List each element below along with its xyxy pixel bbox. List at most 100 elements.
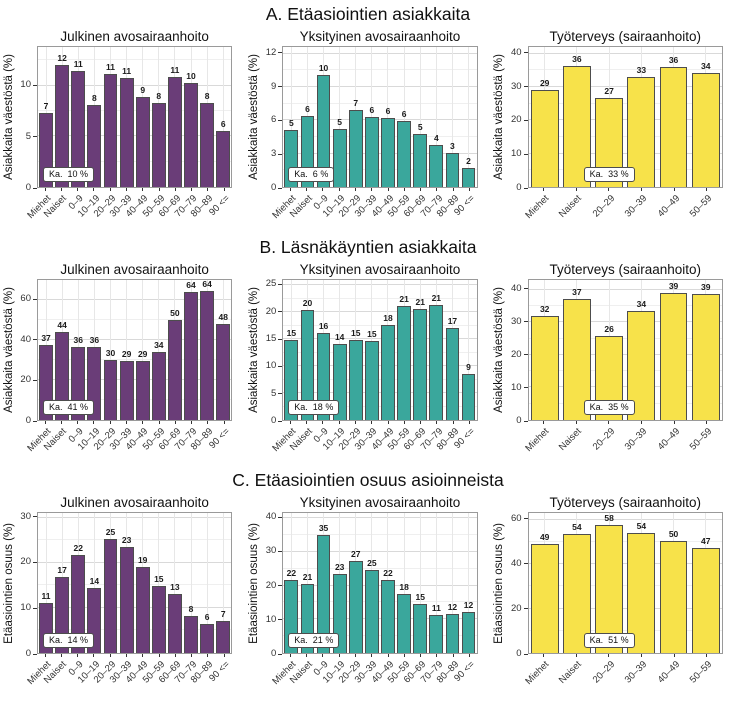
bar-value-label: 14: [89, 576, 100, 587]
bar-value-label: 22: [286, 568, 297, 579]
x-tick-mark: [77, 188, 79, 191]
x-tick-mark: [77, 421, 79, 424]
y-tick-label: 15: [265, 333, 277, 345]
y-tick-label: 6: [271, 114, 277, 126]
x-tick-mark: [109, 188, 111, 191]
gridline-minor: [528, 370, 722, 372]
y-axis-ticks: 0 10 20 30 40: [506, 279, 528, 426]
x-tick-mark: [223, 421, 225, 424]
gridline-major: [283, 584, 477, 586]
bar-value-label: 26: [604, 323, 614, 334]
plot-panel: 11 17 22 14 25 23 19 15 13 8 6 7 Ka. 14 %: [37, 512, 233, 654]
gridline-minor: [528, 102, 722, 104]
panel-title: Julkinen avosairaanhoito: [60, 495, 209, 510]
x-tick-mark: [403, 188, 405, 191]
bar-value-label: 15: [286, 327, 297, 338]
x-tick-mark: [289, 421, 291, 424]
bar-value-label: 17: [447, 316, 458, 327]
chart-a-julkinen: Julkinen avosairaanhoito Asiakkaita väest…: [0, 28, 245, 234]
plot-panel: 32 37 26 34 39 39 Ka. 35 %: [527, 279, 723, 421]
x-tick-mark: [174, 421, 176, 424]
y-tick-label: 10: [511, 381, 522, 393]
x-tick-mark: [109, 421, 111, 424]
bar: [627, 310, 656, 420]
x-tick-mark: [673, 421, 675, 424]
x-tick-mark: [109, 654, 111, 657]
section-a: A. Etäasiointien asiakkaita Julkinen avo…: [0, 3, 736, 234]
x-axis-labels: Miehet Naiset 20–29 30–39 40–49 50–59: [524, 654, 723, 700]
bar: [348, 339, 363, 420]
y-tick-label: 30: [511, 80, 522, 92]
bar-value-label: 11: [170, 65, 180, 76]
mean-annotation: Ka. 33 %: [583, 167, 635, 182]
x-tick-mark: [355, 188, 357, 191]
gridline-minor: [283, 136, 477, 137]
gridline-major: [38, 379, 232, 380]
bar: [364, 570, 379, 653]
plot-body: Asiakkaita väestöstä (%) 0 3 6 9 12 5 6 10 5 7 6 6 6 5…: [247, 46, 478, 193]
x-axis-labels: Miehet Naiset 0–9 10–19 20–29 30–39 40–49 50–59…: [270, 421, 477, 467]
bar-value-label: 54: [572, 521, 582, 532]
gridline-major: [528, 119, 722, 121]
y-tick-mark: [33, 561, 37, 563]
y-axis-title: Asiakkaita väestöstä (%): [493, 279, 506, 421]
x-tick-mark: [468, 654, 470, 657]
bar-value-label: 25: [105, 527, 116, 538]
bar: [200, 291, 215, 420]
y-tick-mark: [33, 379, 37, 381]
y-axis-title: Etäasiointien osuus (%): [247, 512, 260, 654]
y-tick-label: 40: [511, 282, 522, 294]
gridline-major: [38, 339, 232, 340]
gridline-vertical: [222, 47, 224, 187]
y-tick-mark: [278, 365, 283, 367]
y-tick-label: 0: [516, 648, 522, 659]
gridline-vertical: [142, 280, 144, 420]
x-tick-mark: [387, 421, 389, 424]
x-axis-labels: Miehet Naiset 20–29 30–39 40–49 50–59: [524, 188, 723, 234]
x-tick-mark: [355, 421, 357, 424]
y-tick-label: 60: [20, 293, 31, 305]
bar-value-label: 36: [572, 54, 582, 64]
bar: [413, 604, 428, 653]
bar-value-label: 21: [431, 293, 442, 304]
y-tick-label: 0: [271, 415, 277, 426]
chart-b-yksityinen: Yksityinen avosairaanhoito Asiakkaita väe…: [245, 261, 490, 467]
gridline-vertical: [206, 513, 208, 653]
y-tick-mark: [33, 607, 37, 609]
x-axis-labels: Miehet Naiset 0–9 10–19 20–29 30–39 40–49 50–59…: [270, 654, 477, 700]
gridline-major: [283, 365, 477, 367]
mean-annotation: Ka. 35 %: [583, 400, 635, 415]
bar: [300, 310, 315, 420]
mean-annotation: Ka. 14 %: [43, 633, 95, 648]
bar-value-label: 14: [334, 331, 345, 342]
x-tick-mark: [468, 188, 470, 191]
bar: [151, 585, 166, 653]
gridline-vertical: [419, 513, 421, 653]
x-tick-mark: [387, 188, 389, 191]
gridline-vertical: [222, 513, 224, 653]
gridline-major: [283, 517, 477, 519]
chart-c-tyoterveys: Työterveys (sairaanhoito) Etäasiointien o…: [491, 494, 736, 700]
bar: [184, 291, 198, 420]
bar-value-label: 4: [433, 132, 439, 143]
bar: [563, 298, 591, 420]
chart-b-tyoterveys: Työterveys (sairaanhoito) Asiakkaita väes…: [491, 261, 736, 467]
x-tick-mark: [322, 421, 324, 424]
bar-value-label: 21: [302, 571, 313, 582]
bar: [348, 110, 363, 187]
bar-value-label: 22: [73, 543, 83, 553]
y-tick-mark: [33, 187, 37, 189]
x-tick-mark: [371, 654, 373, 657]
y-tick-label: 0: [271, 182, 277, 193]
bar: [348, 560, 363, 653]
x-tick-label: 50–59: [687, 426, 715, 453]
x-tick-mark: [641, 654, 643, 657]
gridline-major: [283, 152, 477, 154]
x-tick-mark: [371, 188, 373, 191]
bar: [167, 594, 182, 653]
gridline-minor: [283, 324, 477, 326]
bar: [167, 77, 182, 187]
y-tick-label: 30: [511, 315, 522, 327]
y-tick-label: 20: [20, 556, 31, 568]
bar-value-label: 50: [170, 308, 180, 319]
